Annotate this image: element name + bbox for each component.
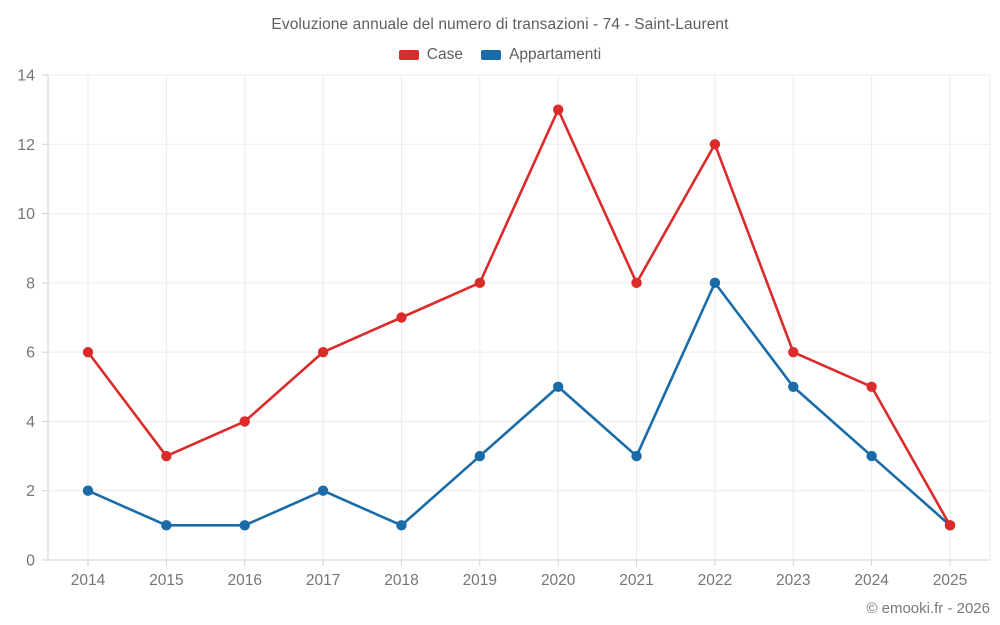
- chart-title: Evoluzione annuale del numero di transaz…: [271, 16, 729, 33]
- series-line-case: [86, 108, 952, 527]
- legend-item-case[interactable]: Case: [398, 46, 463, 64]
- data-point-appartamenti-2014[interactable]: [82, 485, 94, 496]
- legend-label: Appartamenti: [508, 46, 602, 63]
- data-point-case-2022[interactable]: [709, 139, 721, 150]
- data-point-appartamenti-2018[interactable]: [396, 520, 407, 531]
- data-point-appartamenti-2017[interactable]: [317, 485, 329, 496]
- y-tick-label: 12: [17, 137, 35, 154]
- chart-legend: Case Appartamenti: [0, 46, 1000, 64]
- data-point-case-2015[interactable]: [161, 450, 172, 462]
- data-point-case-2020[interactable]: [552, 104, 564, 115]
- data-point-case-2016[interactable]: [239, 416, 250, 427]
- data-point-appartamenti-2022[interactable]: [709, 277, 721, 289]
- data-point-appartamenti-2020[interactable]: [552, 381, 564, 392]
- data-point-appartamenti-2023[interactable]: [788, 381, 799, 392]
- x-tick-label: 2014: [71, 572, 106, 589]
- y-tick-label: 6: [26, 345, 35, 362]
- y-tick-label: 10: [17, 206, 35, 223]
- x-tick-label: 2016: [227, 572, 261, 589]
- x-tick-label: 2021: [619, 572, 653, 589]
- data-point-case-2021[interactable]: [631, 277, 642, 289]
- data-point-case-2024[interactable]: [866, 381, 877, 392]
- y-tick-label: 8: [26, 275, 35, 292]
- data-point-case-2023[interactable]: [788, 346, 799, 358]
- data-point-case-2025[interactable]: [944, 520, 956, 531]
- y-tick-label: 14: [17, 68, 35, 85]
- data-point-case-2017[interactable]: [317, 346, 329, 358]
- data-point-case-2018[interactable]: [396, 312, 407, 323]
- x-tick-label: 2024: [854, 572, 889, 589]
- x-tick-label: 2017: [306, 572, 340, 589]
- data-point-appartamenti-2015[interactable]: [161, 520, 172, 531]
- legend-label: Case: [426, 46, 463, 63]
- copyright-credit: © emooki.fr - 2026: [866, 600, 990, 617]
- data-point-appartamenti-2021[interactable]: [631, 450, 642, 462]
- legend-swatch-case: [398, 50, 419, 60]
- x-tick-label: 2020: [541, 572, 576, 589]
- data-point-appartamenti-2024[interactable]: [866, 450, 877, 462]
- x-tick-label: 2018: [384, 572, 418, 589]
- series-line-appartamenti: [86, 281, 952, 527]
- x-tick-label: 2022: [698, 572, 732, 589]
- y-tick-label: 0: [26, 553, 35, 570]
- x-tick-label: 2019: [463, 572, 497, 589]
- x-tick-label: 2023: [776, 572, 810, 589]
- data-point-appartamenti-2019[interactable]: [474, 450, 486, 462]
- y-tick-label: 4: [26, 414, 35, 431]
- legend-swatch-appartamenti: [480, 50, 501, 60]
- x-tick-label: 2025: [933, 572, 967, 589]
- data-point-case-2014[interactable]: [82, 346, 94, 358]
- data-point-case-2019[interactable]: [474, 277, 486, 289]
- legend-item-appartamenti[interactable]: Appartamenti: [480, 46, 602, 64]
- x-tick-label: 2015: [149, 572, 183, 589]
- data-point-appartamenti-2016[interactable]: [239, 520, 250, 531]
- y-tick-label: 2: [26, 483, 35, 500]
